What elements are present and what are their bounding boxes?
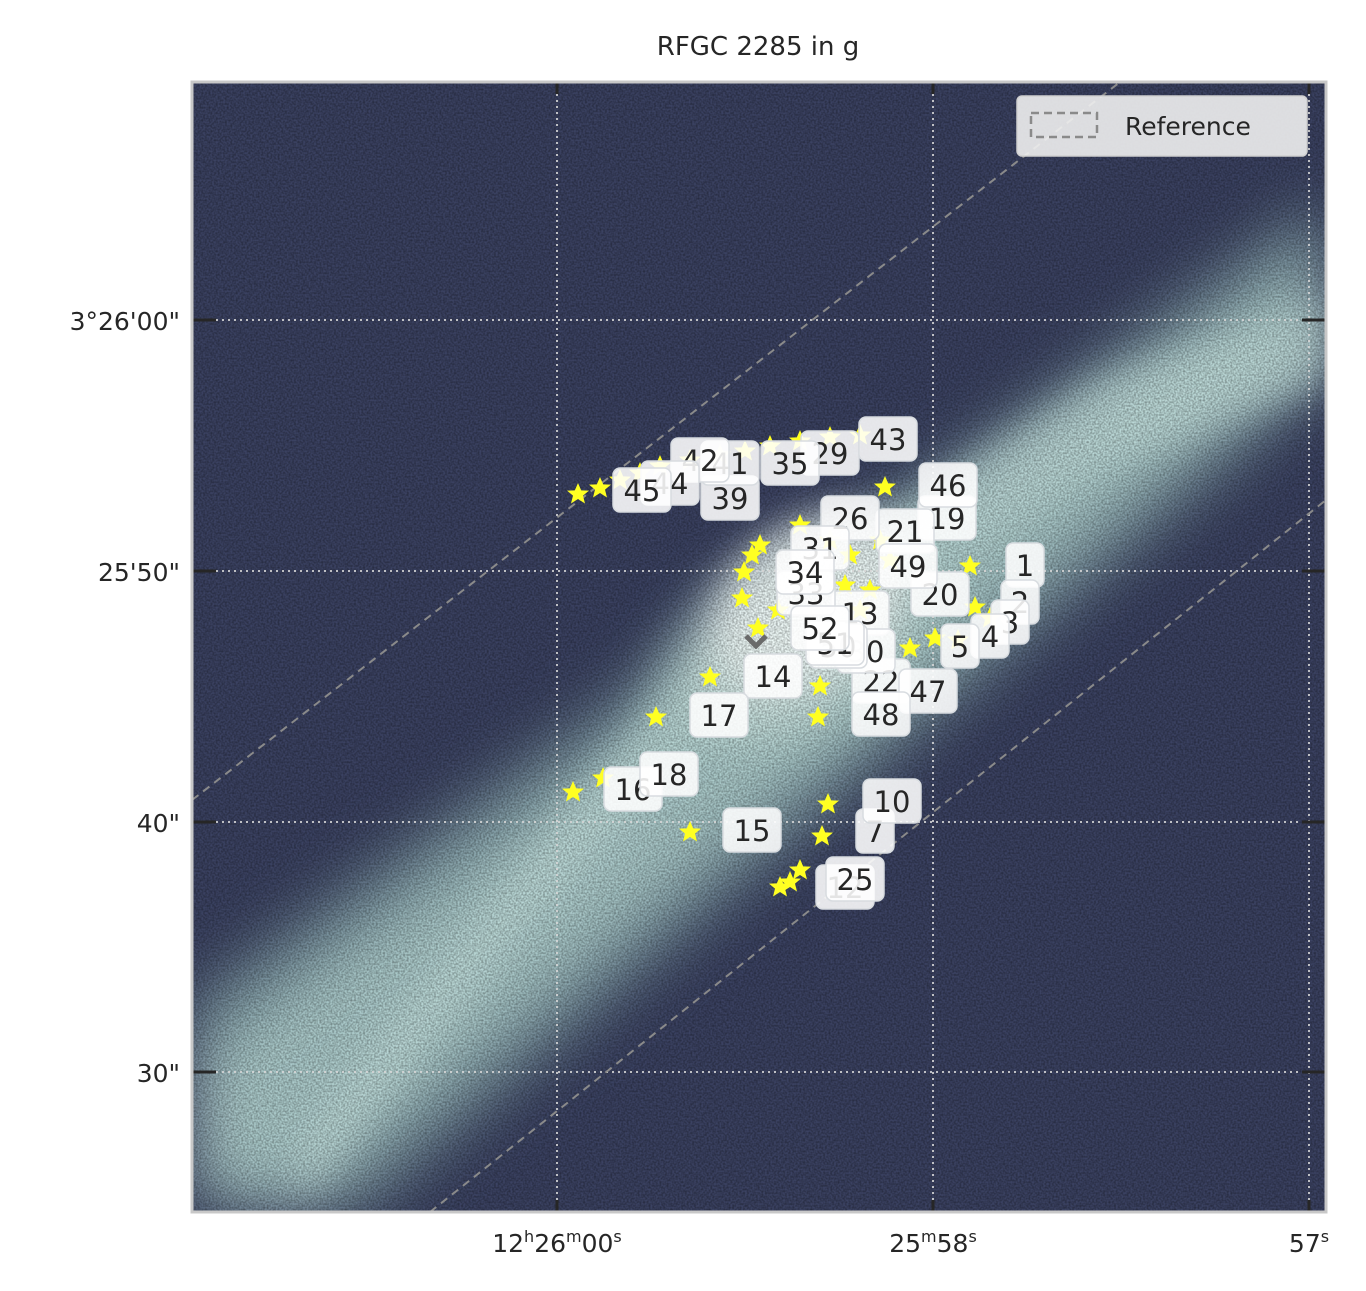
x-tick-label-3: 57s [1289,1227,1329,1258]
source-label-box [940,623,980,669]
source-label-5: 5 [940,623,980,669]
plot-title: RFGC 2285 in g [657,32,860,62]
source-label-14: 14 [743,653,803,699]
source-label-text: 43 [870,423,907,457]
sky-image [192,82,1326,1212]
source-label-box [878,543,938,589]
source-label-box [722,807,782,853]
source-label-text: 4 [981,620,999,654]
y-tick-label-2: 25'50" [98,558,180,587]
y-tick-label-3: 40" [137,809,180,838]
source-label-text: 52 [802,612,839,646]
source-label-text: 1 [1016,549,1034,583]
source-label-box [825,856,885,902]
legend: Reference [1016,95,1308,157]
source-label-box [862,778,922,824]
source-label-43: 43 [858,416,918,462]
source-label-25: 25 [825,856,885,902]
source-label-box [898,668,958,714]
source-label-1: 1 [1005,542,1045,588]
legend-box [1016,95,1308,157]
source-label-text: 48 [863,698,900,732]
source-label-box [639,751,699,797]
source-label-box [790,605,850,651]
source-label-text: 17 [701,699,738,733]
source-label-52: 52 [790,605,850,651]
x-tick-label-1: 12h26m00s [492,1227,622,1258]
source-label-35: 35 [760,440,820,486]
x-tick-label-2: 25m58s [889,1227,977,1258]
legend-reference-swatch [1029,111,1099,139]
source-label-46: 46 [918,462,978,508]
tick-marks [192,82,1326,1212]
source-label-text: 39 [712,482,749,516]
source-label-17: 17 [689,692,749,738]
source-label-box [760,440,820,486]
source-label-text: 25 [837,863,874,897]
source-label-45: 45 [612,467,672,513]
center-marker [744,634,768,650]
y-tick-label-4: 30" [137,1059,180,1088]
source-label-text: 5 [951,630,969,664]
source-label-box [851,691,911,737]
plot-frame [190,80,1328,1214]
source-label-text: 14 [755,660,792,694]
source-label-15: 15 [722,807,782,853]
source-label-39: 39 [700,475,760,521]
source-label-box [689,692,749,738]
source-label-text: 47 [910,675,947,709]
source-label-box [775,549,835,595]
source-label-4: 4 [970,613,1010,659]
reference-line-lower [429,499,1326,1212]
source-label-49: 49 [878,543,938,589]
source-label-48: 48 [851,691,911,737]
source-label-text: 10 [874,785,911,819]
source-label-text: 35 [772,447,809,481]
source-label-box [918,462,978,508]
source-label-text: 46 [930,469,967,503]
source-label-text: 49 [890,550,927,584]
source-label-10: 10 [862,778,922,824]
source-label-text: 45 [624,474,661,508]
legend-reference-label: Reference [1125,112,1251,141]
source-label-box [612,467,672,513]
y-tick-label-1: 3°26'00" [70,307,180,336]
coordinate-grid [192,82,1326,1212]
source-label-box [743,653,803,699]
source-label-34: 34 [775,549,835,595]
source-label-text: 18 [651,758,688,792]
source-label-47: 47 [898,668,958,714]
source-label-text: 34 [787,556,824,590]
source-label-text: 15 [734,814,771,848]
source-label-18: 18 [639,751,699,797]
source-labels: 1234571012131415161718192021222526293031… [603,416,1045,910]
source-label-box [858,416,918,462]
